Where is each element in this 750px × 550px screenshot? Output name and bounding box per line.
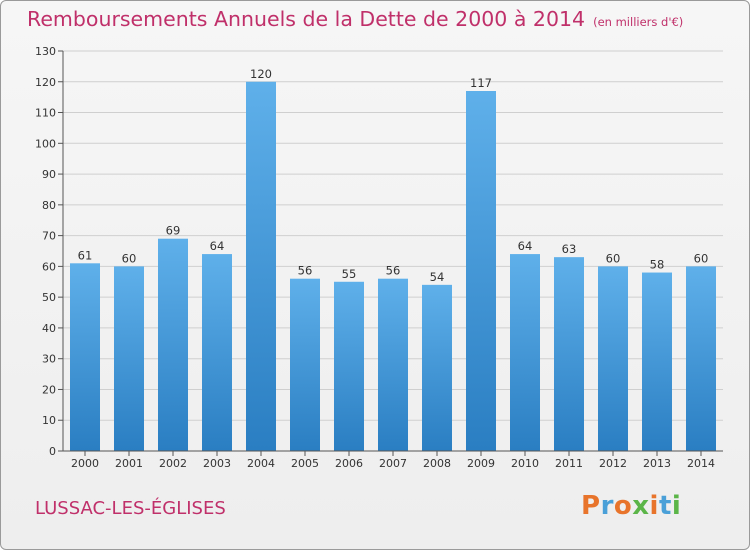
chart-title-text: Remboursements Annuels de la Dette de 20…: [27, 7, 586, 31]
logo-letter: i: [649, 491, 659, 521]
y-tick-label: 50: [42, 291, 56, 304]
x-tick-label-2001: 2001: [115, 457, 143, 470]
x-tick-label-2008: 2008: [423, 457, 451, 470]
y-tick-label: 110: [35, 107, 56, 120]
x-tick-label-2012: 2012: [599, 457, 627, 470]
logo-letter: x: [632, 491, 650, 521]
bar-2011[interactable]: [554, 257, 584, 451]
x-tick-label-2000: 2000: [71, 457, 99, 470]
x-tick-label-2002: 2002: [159, 457, 187, 470]
commune-name: LUSSAC-LES-ÉGLISES: [35, 498, 226, 519]
axes: 0 10 20 30 40 50 60 70 80 90 100 110 120 130 2000 2001 2…: [35, 45, 723, 470]
x-tick-label-2011: 2011: [555, 457, 583, 470]
y-tick-label: 100: [35, 137, 56, 150]
bar-2007[interactable]: [378, 278, 408, 451]
chart-title: Remboursements Annuels de la Dette de 20…: [27, 7, 683, 31]
proxiti-logo[interactable]: Proxiti: [581, 491, 681, 521]
data-label-2007: 56: [386, 264, 401, 278]
logo-letter: o: [613, 491, 633, 521]
data-label-2001: 60: [122, 251, 137, 265]
bars: 61 60 69 64 120 56 55 56 54 117 64 63 60 58 60: [70, 67, 716, 452]
x-tick-label-2005: 2005: [291, 457, 319, 470]
x-tick-label-2009: 2009: [467, 457, 495, 470]
logo-letter: r: [600, 491, 614, 521]
data-label-2004: 120: [250, 67, 272, 81]
data-label-2003: 64: [210, 239, 225, 253]
x-tick-label-2007: 2007: [379, 457, 407, 470]
bar-2001[interactable]: [114, 266, 144, 451]
x-tick-label-2014: 2014: [687, 457, 715, 470]
x-tick-label-2010: 2010: [511, 457, 539, 470]
bar-2014[interactable]: [686, 266, 716, 451]
y-tick-label: 0: [49, 445, 56, 458]
bar-2008[interactable]: [422, 284, 452, 451]
y-tick-label: 40: [42, 322, 56, 335]
data-label-2010: 64: [518, 239, 533, 253]
data-label-2002: 69: [166, 224, 181, 238]
y-tick-label: 80: [42, 199, 56, 212]
bar-2013[interactable]: [642, 272, 672, 451]
x-tick-label-2003: 2003: [203, 457, 231, 470]
logo-letter: t: [658, 491, 672, 521]
y-tick-label: 90: [42, 168, 56, 181]
y-tick-label: 10: [42, 414, 56, 427]
y-tick-label: 60: [42, 260, 56, 273]
x-tick-label-2013: 2013: [643, 457, 671, 470]
x-tick-label-2006: 2006: [335, 457, 363, 470]
y-tick-label: 20: [42, 383, 56, 396]
data-label-2005: 56: [298, 264, 313, 278]
data-label-2012: 60: [606, 251, 621, 265]
data-label-2000: 61: [78, 248, 93, 262]
y-tick-label: 30: [42, 353, 56, 366]
bar-2012[interactable]: [598, 266, 628, 451]
chart-title-unit: (en milliers d'€): [593, 15, 684, 29]
bar-2004[interactable]: [246, 81, 276, 452]
bar-2002[interactable]: [158, 238, 188, 451]
bar-2005[interactable]: [290, 278, 320, 451]
y-tick-label: 130: [35, 45, 56, 58]
data-label-2006: 55: [342, 267, 357, 281]
bar-2009[interactable]: [466, 91, 496, 451]
data-label-2014: 60: [694, 251, 709, 265]
y-tick-label: 120: [35, 76, 56, 89]
bar-2000[interactable]: [70, 263, 100, 451]
data-label-2008: 54: [430, 270, 445, 284]
logo-letter: P: [581, 491, 601, 521]
data-label-2011: 63: [562, 242, 577, 256]
data-label-2013: 58: [650, 258, 665, 272]
bar-2003[interactable]: [202, 254, 232, 451]
bar-2010[interactable]: [510, 254, 540, 451]
data-label-2009: 117: [470, 76, 492, 90]
x-tick-label-2004: 2004: [247, 457, 275, 470]
bar-2006[interactable]: [334, 281, 364, 451]
y-tick-label: 70: [42, 230, 56, 243]
logo-letter: i: [671, 491, 682, 521]
